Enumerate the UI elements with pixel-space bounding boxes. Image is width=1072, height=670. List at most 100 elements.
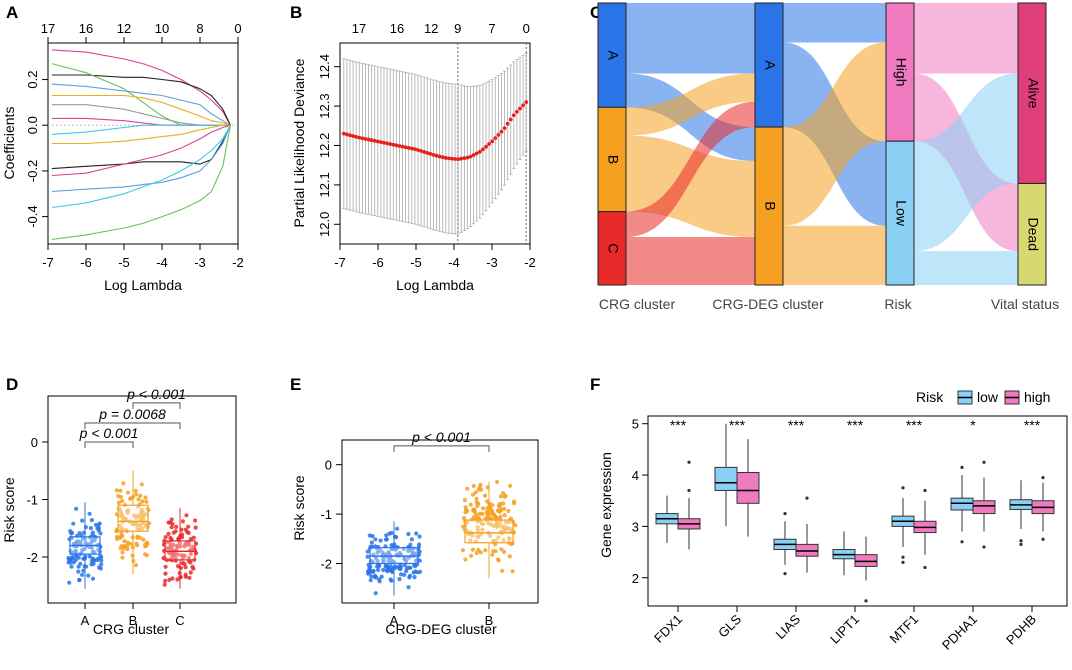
jitter-point — [99, 562, 104, 567]
jitter-point — [468, 538, 473, 543]
jitter-point — [187, 575, 192, 580]
top-tick-label: 12 — [424, 21, 438, 36]
jitter-point — [140, 499, 145, 504]
comparison-bracket — [84, 422, 181, 430]
jitter-point — [506, 508, 511, 514]
jitter-point — [95, 526, 100, 531]
jitter-point — [379, 574, 384, 579]
stratum-a — [754, 2, 784, 128]
deviance-point — [499, 129, 504, 134]
jitter-point — [166, 531, 171, 537]
comparison-bracket — [393, 445, 490, 452]
x-tick-label: LIPT1 — [827, 612, 862, 647]
jitter-point — [413, 558, 419, 563]
jitter-point — [497, 522, 502, 527]
jitter-point — [173, 529, 178, 534]
jitter-point — [386, 550, 391, 556]
panel-a-top-axis: 17 16 12 10 8 0 — [41, 21, 242, 43]
jitter-point — [475, 534, 480, 539]
deviance-point — [453, 157, 457, 161]
box-low — [950, 497, 974, 511]
x-tick-label: -4 — [448, 255, 460, 270]
jitter-point — [186, 524, 191, 529]
jitter-point — [78, 541, 83, 546]
x-tick-label: PDHB — [1003, 612, 1039, 648]
jitter-point — [119, 531, 124, 536]
coef-path-s7 — [51, 117, 231, 126]
jitter-point — [365, 554, 370, 559]
panel-e-boxplot: -2 -1 0 A Bp < 0.001 — [320, 429, 539, 628]
stratum-high — [885, 2, 915, 142]
jitter-point — [69, 564, 74, 569]
deviance-point — [406, 146, 411, 150]
deviance-point — [366, 137, 371, 142]
jitter-point — [183, 565, 188, 570]
jitter-point — [495, 524, 500, 530]
top-tick-label: 10 — [155, 21, 169, 36]
stratum-label: C — [605, 243, 621, 253]
alluvial-flow — [914, 3, 1018, 74]
box-low — [714, 466, 738, 491]
jitter-point — [81, 568, 86, 573]
jitter-point — [378, 538, 383, 543]
jitter-point — [367, 533, 372, 538]
top-tick-label: 8 — [196, 21, 203, 36]
panel-d-letter: D — [6, 375, 18, 394]
jitter-point — [376, 567, 381, 573]
alluvial-flow — [626, 73, 755, 136]
jitter-point — [497, 501, 502, 507]
outlier-point — [923, 488, 927, 493]
deviance-point — [403, 145, 408, 150]
y-tick-label: 0 — [31, 435, 38, 450]
panel-f-letter: F — [590, 375, 600, 394]
coef-path-s4 — [51, 83, 231, 126]
alluvial-flow — [626, 237, 755, 285]
jitter-point — [397, 577, 402, 582]
jitter-point — [491, 549, 496, 554]
stratum-label: Alive — [1025, 78, 1041, 109]
jitter-point — [134, 521, 139, 527]
outlier-point — [982, 460, 986, 464]
y-tick-label: 5 — [632, 417, 639, 432]
jitter-point — [121, 481, 126, 486]
jitter-point — [397, 566, 402, 572]
deviance-point — [431, 152, 436, 157]
deviance-point — [357, 135, 362, 140]
jitter-point — [501, 538, 506, 543]
jitter-point — [133, 563, 139, 568]
jitter-point — [143, 495, 148, 500]
panel-f-legend: Risk low high — [916, 389, 1050, 405]
jitter-point — [86, 573, 91, 578]
jitter-point — [475, 528, 480, 533]
legend-low-label: low — [977, 389, 999, 405]
deviance-point — [468, 154, 473, 159]
stratum-label: B — [762, 201, 778, 210]
y-tick-label: 12.0 — [317, 212, 332, 237]
deviance-point — [471, 153, 476, 157]
jitter-point — [371, 569, 376, 574]
jitter-point — [499, 547, 504, 552]
coef-path-s5 — [51, 94, 231, 126]
jitter-point — [138, 493, 143, 498]
deviance-point — [524, 100, 529, 105]
jitter-point — [469, 553, 474, 559]
stratum-dead — [1017, 182, 1047, 286]
deviance-point — [394, 143, 399, 148]
p-value-label: p < 0.001 — [411, 429, 471, 445]
jitter-point — [120, 526, 125, 532]
x-tick-label: -5 — [118, 255, 130, 270]
jitter-point — [96, 556, 101, 561]
y-tick-label: -2 — [320, 556, 332, 571]
panel-e-letter: E — [290, 375, 301, 394]
jitter-point — [463, 505, 468, 510]
jitter-point — [488, 522, 493, 527]
y-tick-label: 12.4 — [317, 54, 332, 79]
alluvial-axis-label: Vital status — [991, 296, 1059, 312]
jitter-point — [120, 555, 125, 560]
outlier-point — [783, 511, 787, 516]
jitter-point — [163, 564, 168, 569]
coef-path-s12 — [51, 124, 231, 193]
jitter-point — [513, 523, 518, 528]
jitter-point — [498, 494, 504, 499]
